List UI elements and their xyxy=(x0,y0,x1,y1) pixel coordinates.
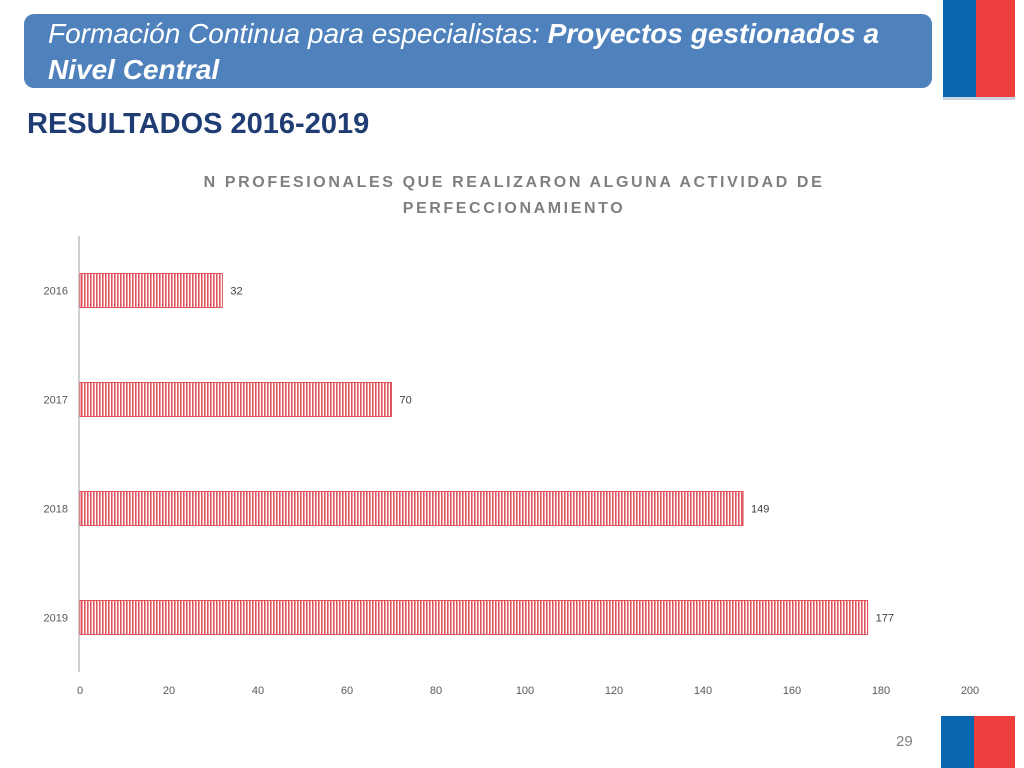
bar-2017 xyxy=(79,382,392,417)
x-tick-label-140: 140 xyxy=(694,685,712,697)
data-label-2016: 32 xyxy=(230,286,242,298)
slide-title: Formación Continua para especialistas: P… xyxy=(48,16,908,88)
x-tick-label-120: 120 xyxy=(605,685,623,697)
chart-title: N PROFESIONALES QUE REALIZARON ALGUNA AC… xyxy=(203,174,825,217)
flag-shadow xyxy=(943,97,1015,100)
flag-blue-stripe xyxy=(943,0,976,97)
bar-2016 xyxy=(79,273,223,308)
category-label-2017: 2017 xyxy=(44,395,68,407)
flag-logo-bottom xyxy=(941,716,1015,768)
flag-red-stripe xyxy=(974,716,1015,768)
bar-2018 xyxy=(79,491,744,526)
x-tick-label-80: 80 xyxy=(430,685,442,697)
data-label-2019: 177 xyxy=(876,613,894,625)
title-banner: Formación Continua para especialistas: P… xyxy=(24,14,932,88)
x-tick-label-100: 100 xyxy=(516,685,534,697)
x-tick-label-20: 20 xyxy=(163,685,175,697)
flag-logo-top xyxy=(943,0,1015,100)
x-tick-label-160: 160 xyxy=(783,685,801,697)
category-label-2016: 2016 xyxy=(44,286,68,298)
bar-2019 xyxy=(79,600,869,635)
flag-red-stripe xyxy=(976,0,1015,97)
flag-blue-stripe xyxy=(941,716,974,768)
x-tick-label-0: 0 xyxy=(77,685,83,697)
slide-title-plain: Formación Continua para especialistas: xyxy=(48,18,548,49)
x-tick-label-40: 40 xyxy=(252,685,264,697)
x-tick-label-180: 180 xyxy=(872,685,890,697)
data-label-2017: 70 xyxy=(400,395,412,407)
x-tick-label-60: 60 xyxy=(341,685,353,697)
category-label-2018: 2018 xyxy=(44,504,68,516)
section-heading: RESULTADOS 2016-2019 xyxy=(27,108,370,140)
slide-title-bold: Proyectos gestionados a Nivel Central xyxy=(48,18,880,85)
category-label-2019: 2019 xyxy=(44,613,68,625)
chart-plot-area: 2016 32 2017 70 2018 149 2019 177 0 20 40 60 80 100 12… xyxy=(44,236,979,697)
data-label-2018: 149 xyxy=(751,504,769,516)
x-tick-label-200: 200 xyxy=(961,685,979,697)
page-number: 29 xyxy=(896,733,913,750)
